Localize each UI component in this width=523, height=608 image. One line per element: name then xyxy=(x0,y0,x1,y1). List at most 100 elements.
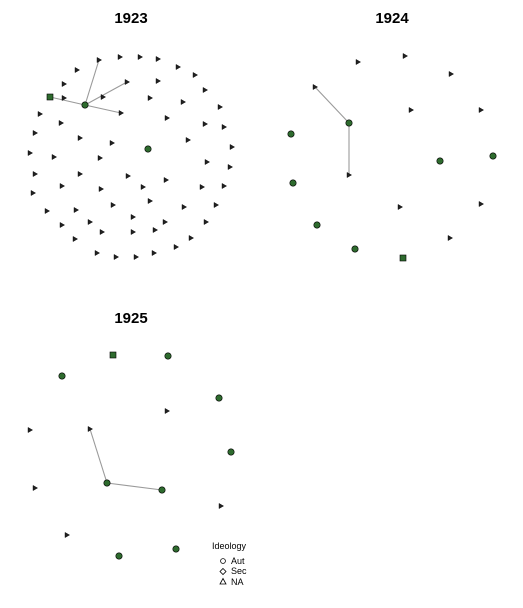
node-triangle xyxy=(58,120,65,126)
node-circle xyxy=(144,145,152,153)
network-1924 xyxy=(287,53,497,262)
network-edge xyxy=(49,96,86,106)
node-square xyxy=(46,93,54,101)
node-circle xyxy=(351,245,359,253)
node-triangle xyxy=(32,485,39,491)
node-triangle xyxy=(163,177,170,183)
node-triangle xyxy=(152,227,159,233)
node-triangle xyxy=(73,207,80,213)
node-triangle xyxy=(87,426,94,432)
node-circle xyxy=(164,352,172,360)
node-circle xyxy=(103,479,111,487)
node-triangle xyxy=(87,219,94,225)
panel-title-1923: 1923 xyxy=(114,10,147,27)
node-circle xyxy=(172,545,180,553)
node-triangle xyxy=(397,204,404,210)
node-triangle xyxy=(213,202,220,208)
node-triangle xyxy=(98,186,105,192)
node-triangle xyxy=(448,71,455,77)
node-triangle xyxy=(51,154,58,160)
node-triangle xyxy=(402,53,409,59)
node-circle xyxy=(158,486,166,494)
node-triangle xyxy=(218,503,225,509)
node-circle xyxy=(436,157,444,165)
node-triangle xyxy=(109,140,116,146)
legend-circle-icon xyxy=(220,558,226,564)
node-circle xyxy=(215,394,223,402)
node-triangle xyxy=(173,244,180,250)
node-triangle xyxy=(227,164,234,170)
node-triangle xyxy=(140,184,147,190)
node-triangle xyxy=(130,229,137,235)
node-triangle xyxy=(408,107,415,113)
node-triangle xyxy=(125,173,132,179)
panel-title-1925: 1925 xyxy=(114,310,147,327)
node-triangle xyxy=(32,171,39,177)
node-triangle xyxy=(355,59,362,65)
node-triangle xyxy=(162,219,169,225)
node-triangle xyxy=(77,171,84,177)
node-triangle xyxy=(202,121,209,127)
node-triangle xyxy=(147,198,154,204)
node-circle xyxy=(313,221,321,229)
panel-1925: 1925 xyxy=(27,310,235,560)
node-triangle xyxy=(72,236,79,242)
network-edge xyxy=(84,81,128,106)
node-triangle xyxy=(118,110,125,116)
node-triangle xyxy=(478,107,485,113)
node-triangle xyxy=(164,115,171,121)
node-circle xyxy=(81,101,89,109)
node-triangle xyxy=(229,144,236,150)
node-triangle xyxy=(59,222,66,228)
node-triangle xyxy=(110,202,117,208)
node-circle xyxy=(115,552,123,560)
node-triangle xyxy=(96,57,103,63)
node-triangle xyxy=(61,81,68,87)
node-triangle xyxy=(221,124,228,130)
node-triangle xyxy=(164,408,171,414)
node-triangle xyxy=(74,67,81,73)
node-circle xyxy=(227,448,235,456)
node-triangle xyxy=(44,208,51,214)
node-triangle xyxy=(478,201,485,207)
node-circle xyxy=(287,130,295,138)
node-triangle xyxy=(447,235,454,241)
node-triangle xyxy=(97,155,104,161)
node-triangle xyxy=(124,79,131,85)
node-triangle xyxy=(346,172,353,178)
node-triangle xyxy=(133,254,140,260)
node-triangle xyxy=(188,235,195,241)
node-triangle xyxy=(130,214,137,220)
node-triangle xyxy=(99,229,106,235)
node-triangle xyxy=(147,95,154,101)
node-triangle xyxy=(27,427,34,433)
node-triangle xyxy=(217,104,224,110)
node-triangle xyxy=(155,78,162,84)
panel-1924: 1924 xyxy=(287,10,497,262)
node-triangle xyxy=(32,130,39,136)
node-triangle xyxy=(113,254,120,260)
node-triangle xyxy=(61,95,68,101)
node-triangle xyxy=(199,184,206,190)
node-triangle xyxy=(137,54,144,60)
node-triangle xyxy=(180,99,187,105)
node-square xyxy=(109,351,117,359)
node-square xyxy=(399,254,407,262)
node-triangle xyxy=(77,135,84,141)
node-triangle xyxy=(64,532,71,538)
node-triangle xyxy=(94,250,101,256)
node-circle xyxy=(489,152,497,160)
node-triangle xyxy=(155,56,162,62)
panel-title-1924: 1924 xyxy=(375,10,409,27)
node-triangle xyxy=(204,159,211,165)
node-triangle xyxy=(185,137,192,143)
legend-diamond-icon xyxy=(219,567,227,576)
legend-label-na: NA xyxy=(231,577,244,587)
legend: Ideology Aut Sec NA xyxy=(212,541,247,587)
panel-1923: 1923 xyxy=(27,10,236,260)
node-circle xyxy=(58,372,66,380)
legend-title: Ideology xyxy=(212,541,247,551)
legend-label-sec: Sec xyxy=(231,566,247,576)
legend-triangle-icon xyxy=(219,577,227,585)
node-triangle xyxy=(202,87,209,93)
